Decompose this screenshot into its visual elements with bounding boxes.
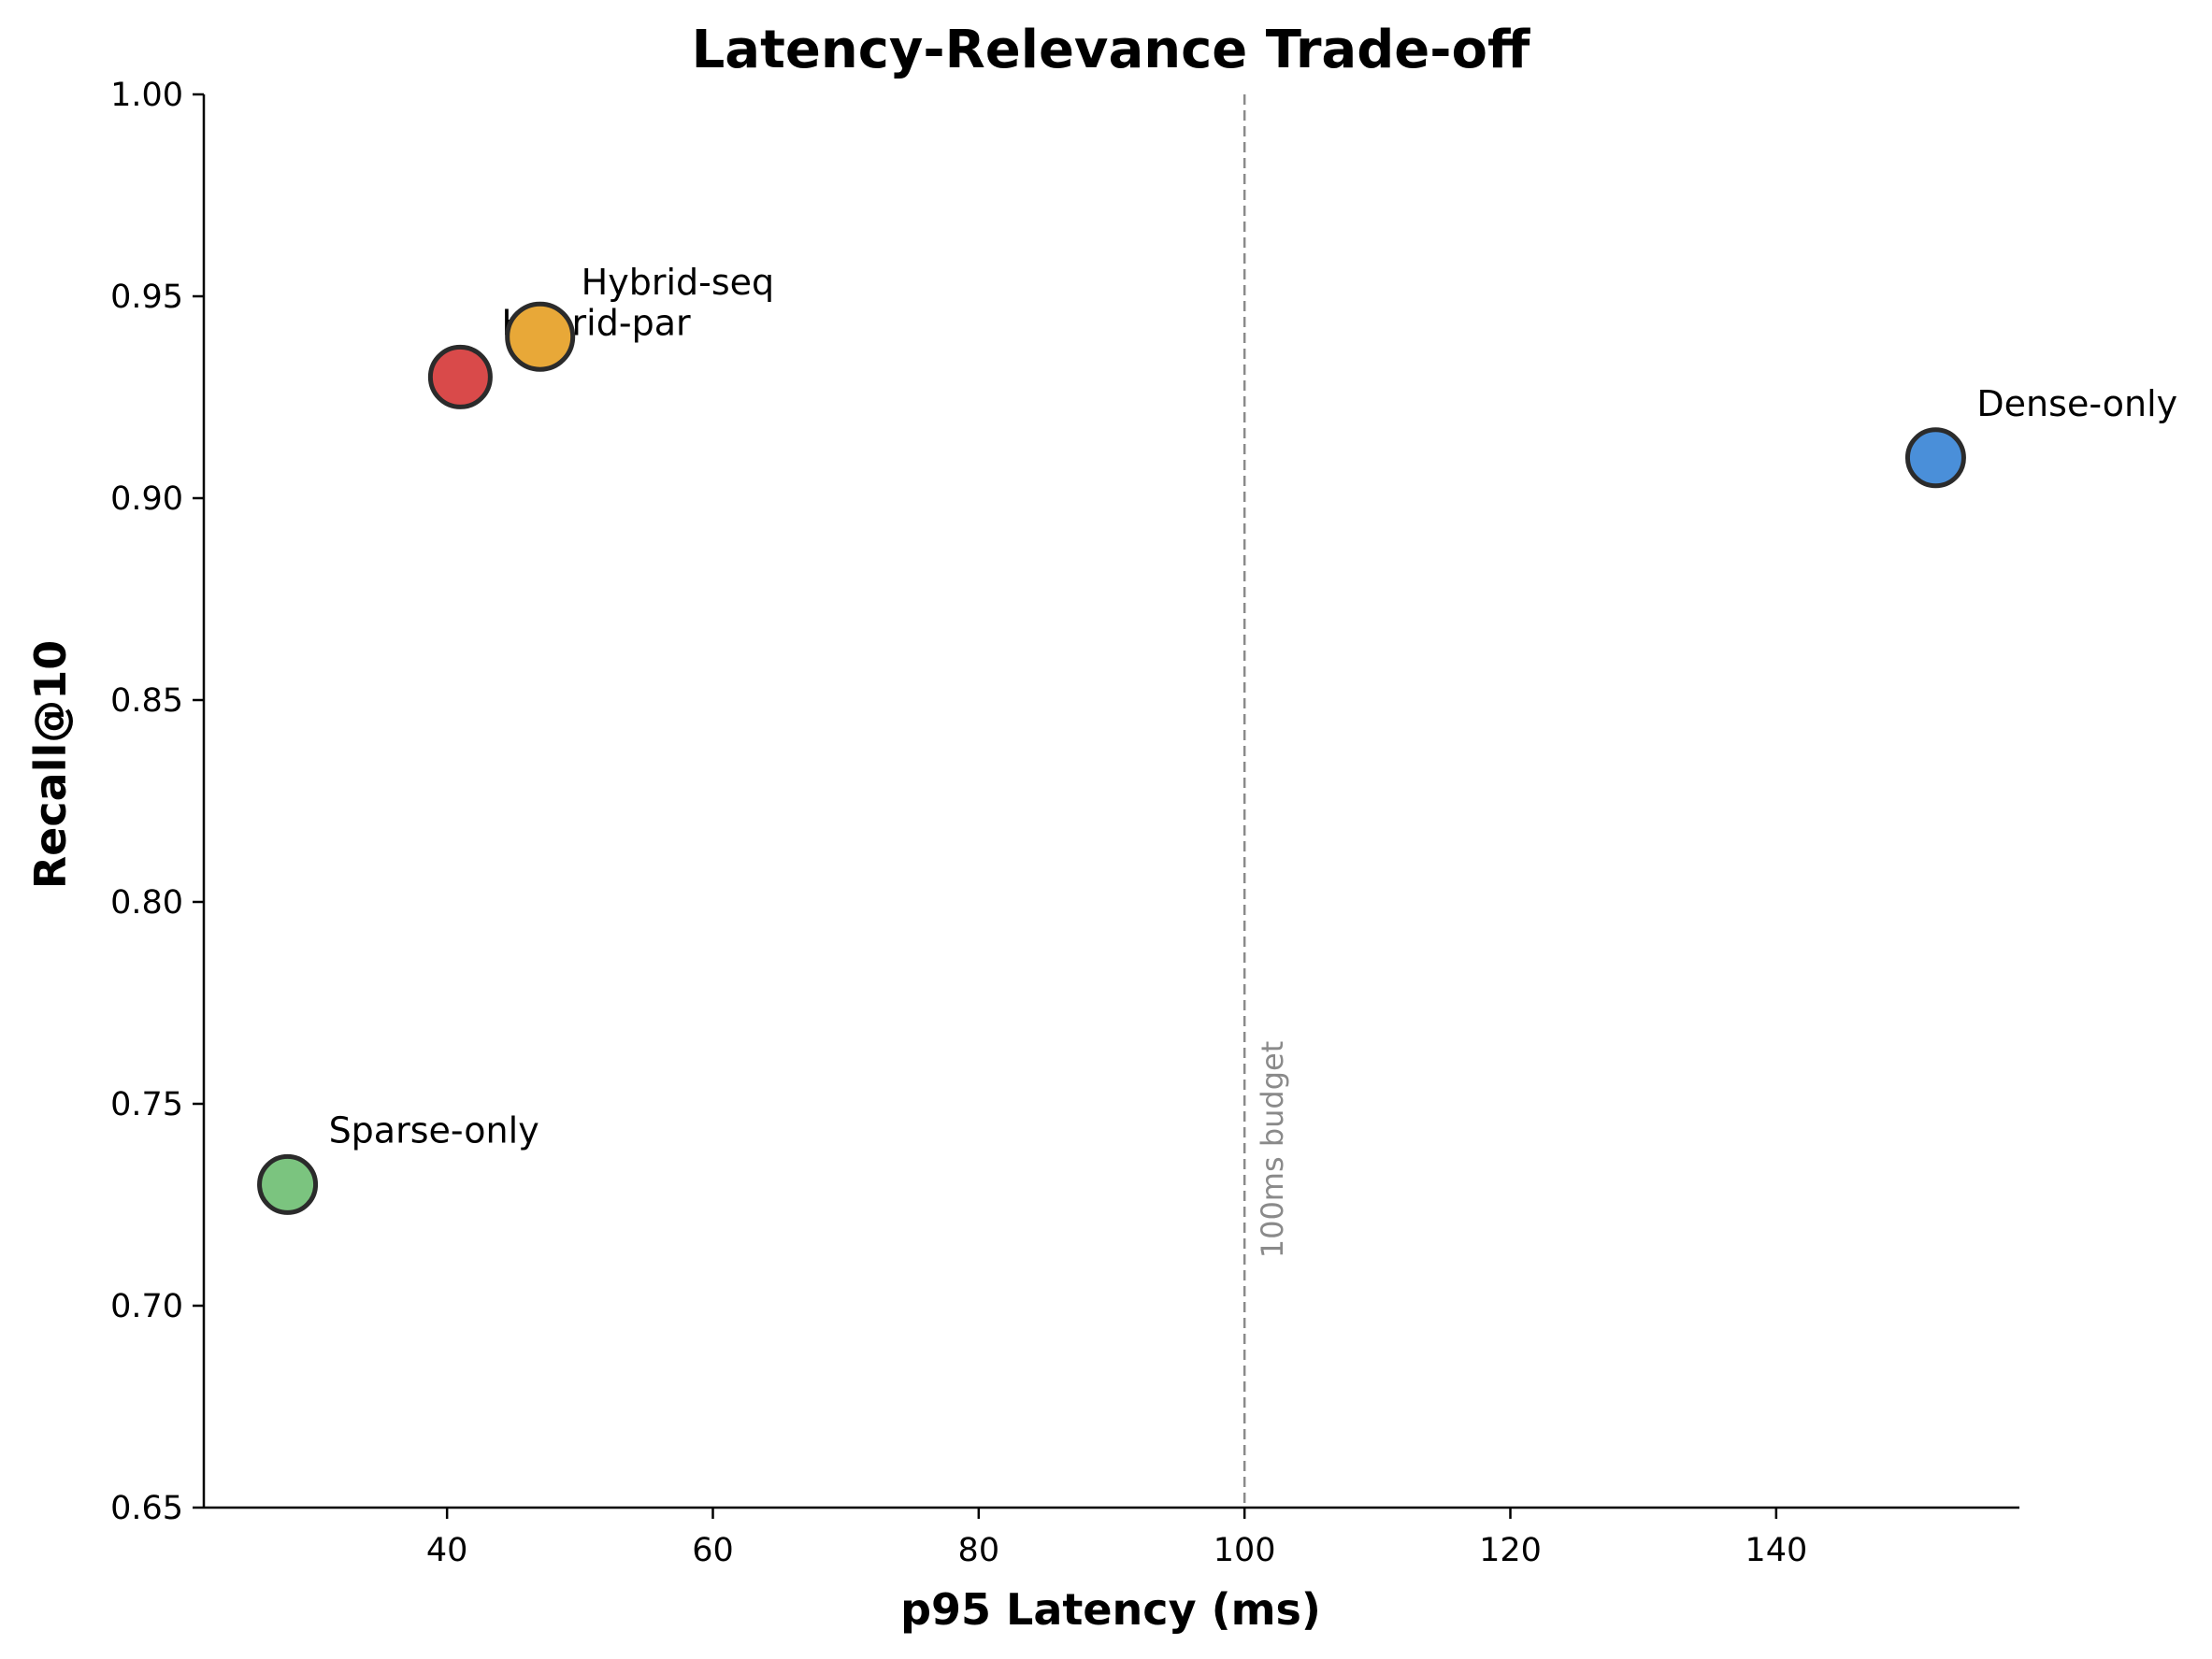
data-point — [505, 301, 576, 372]
y-tick-label: 0.90 — [110, 480, 183, 518]
y-tick-label: 0.85 — [110, 682, 183, 720]
y-tick-label: 0.70 — [110, 1288, 183, 1325]
y-axis-label: Recall@10 — [25, 640, 76, 889]
point-labels: Sparse-onlyHybrid-parHybrid-seqDense-onl… — [329, 262, 2178, 1151]
data-point — [427, 344, 493, 409]
chart-title: Latency-Relevance Trade-off — [692, 20, 1530, 80]
data-points — [257, 301, 1966, 1215]
y-tick-label: 0.95 — [110, 279, 183, 316]
x-tick-label: 60 — [692, 1532, 734, 1569]
reference-line-group: 100ms budget — [1242, 94, 1290, 1508]
budget-reference-label: 100ms budget — [1255, 1041, 1290, 1259]
data-point-label: Sparse-only — [329, 1109, 539, 1151]
axes: 40 60 80 100 120 140 0.65 0.70 0.75 0.80 0.85 0.90 0… — [110, 77, 2019, 1569]
y-tick-label: 0.65 — [110, 1490, 183, 1527]
x-tick-label: 40 — [426, 1532, 468, 1569]
data-point-label: Dense-only — [1976, 383, 2177, 424]
y-tick-label: 0.80 — [110, 884, 183, 922]
x-tick-label: 140 — [1745, 1532, 1807, 1569]
data-point — [257, 1153, 319, 1215]
y-tick-label: 1.00 — [110, 77, 183, 114]
x-tick-label: 80 — [958, 1532, 1000, 1569]
data-point-label: Hybrid-seq — [582, 262, 775, 303]
data-point — [1904, 427, 1966, 489]
x-tick-label: 120 — [1479, 1532, 1542, 1569]
x-tick-label: 100 — [1214, 1532, 1276, 1569]
y-tick-label: 0.75 — [110, 1086, 183, 1123]
x-axis-label: p95 Latency (ms) — [900, 1584, 1321, 1635]
